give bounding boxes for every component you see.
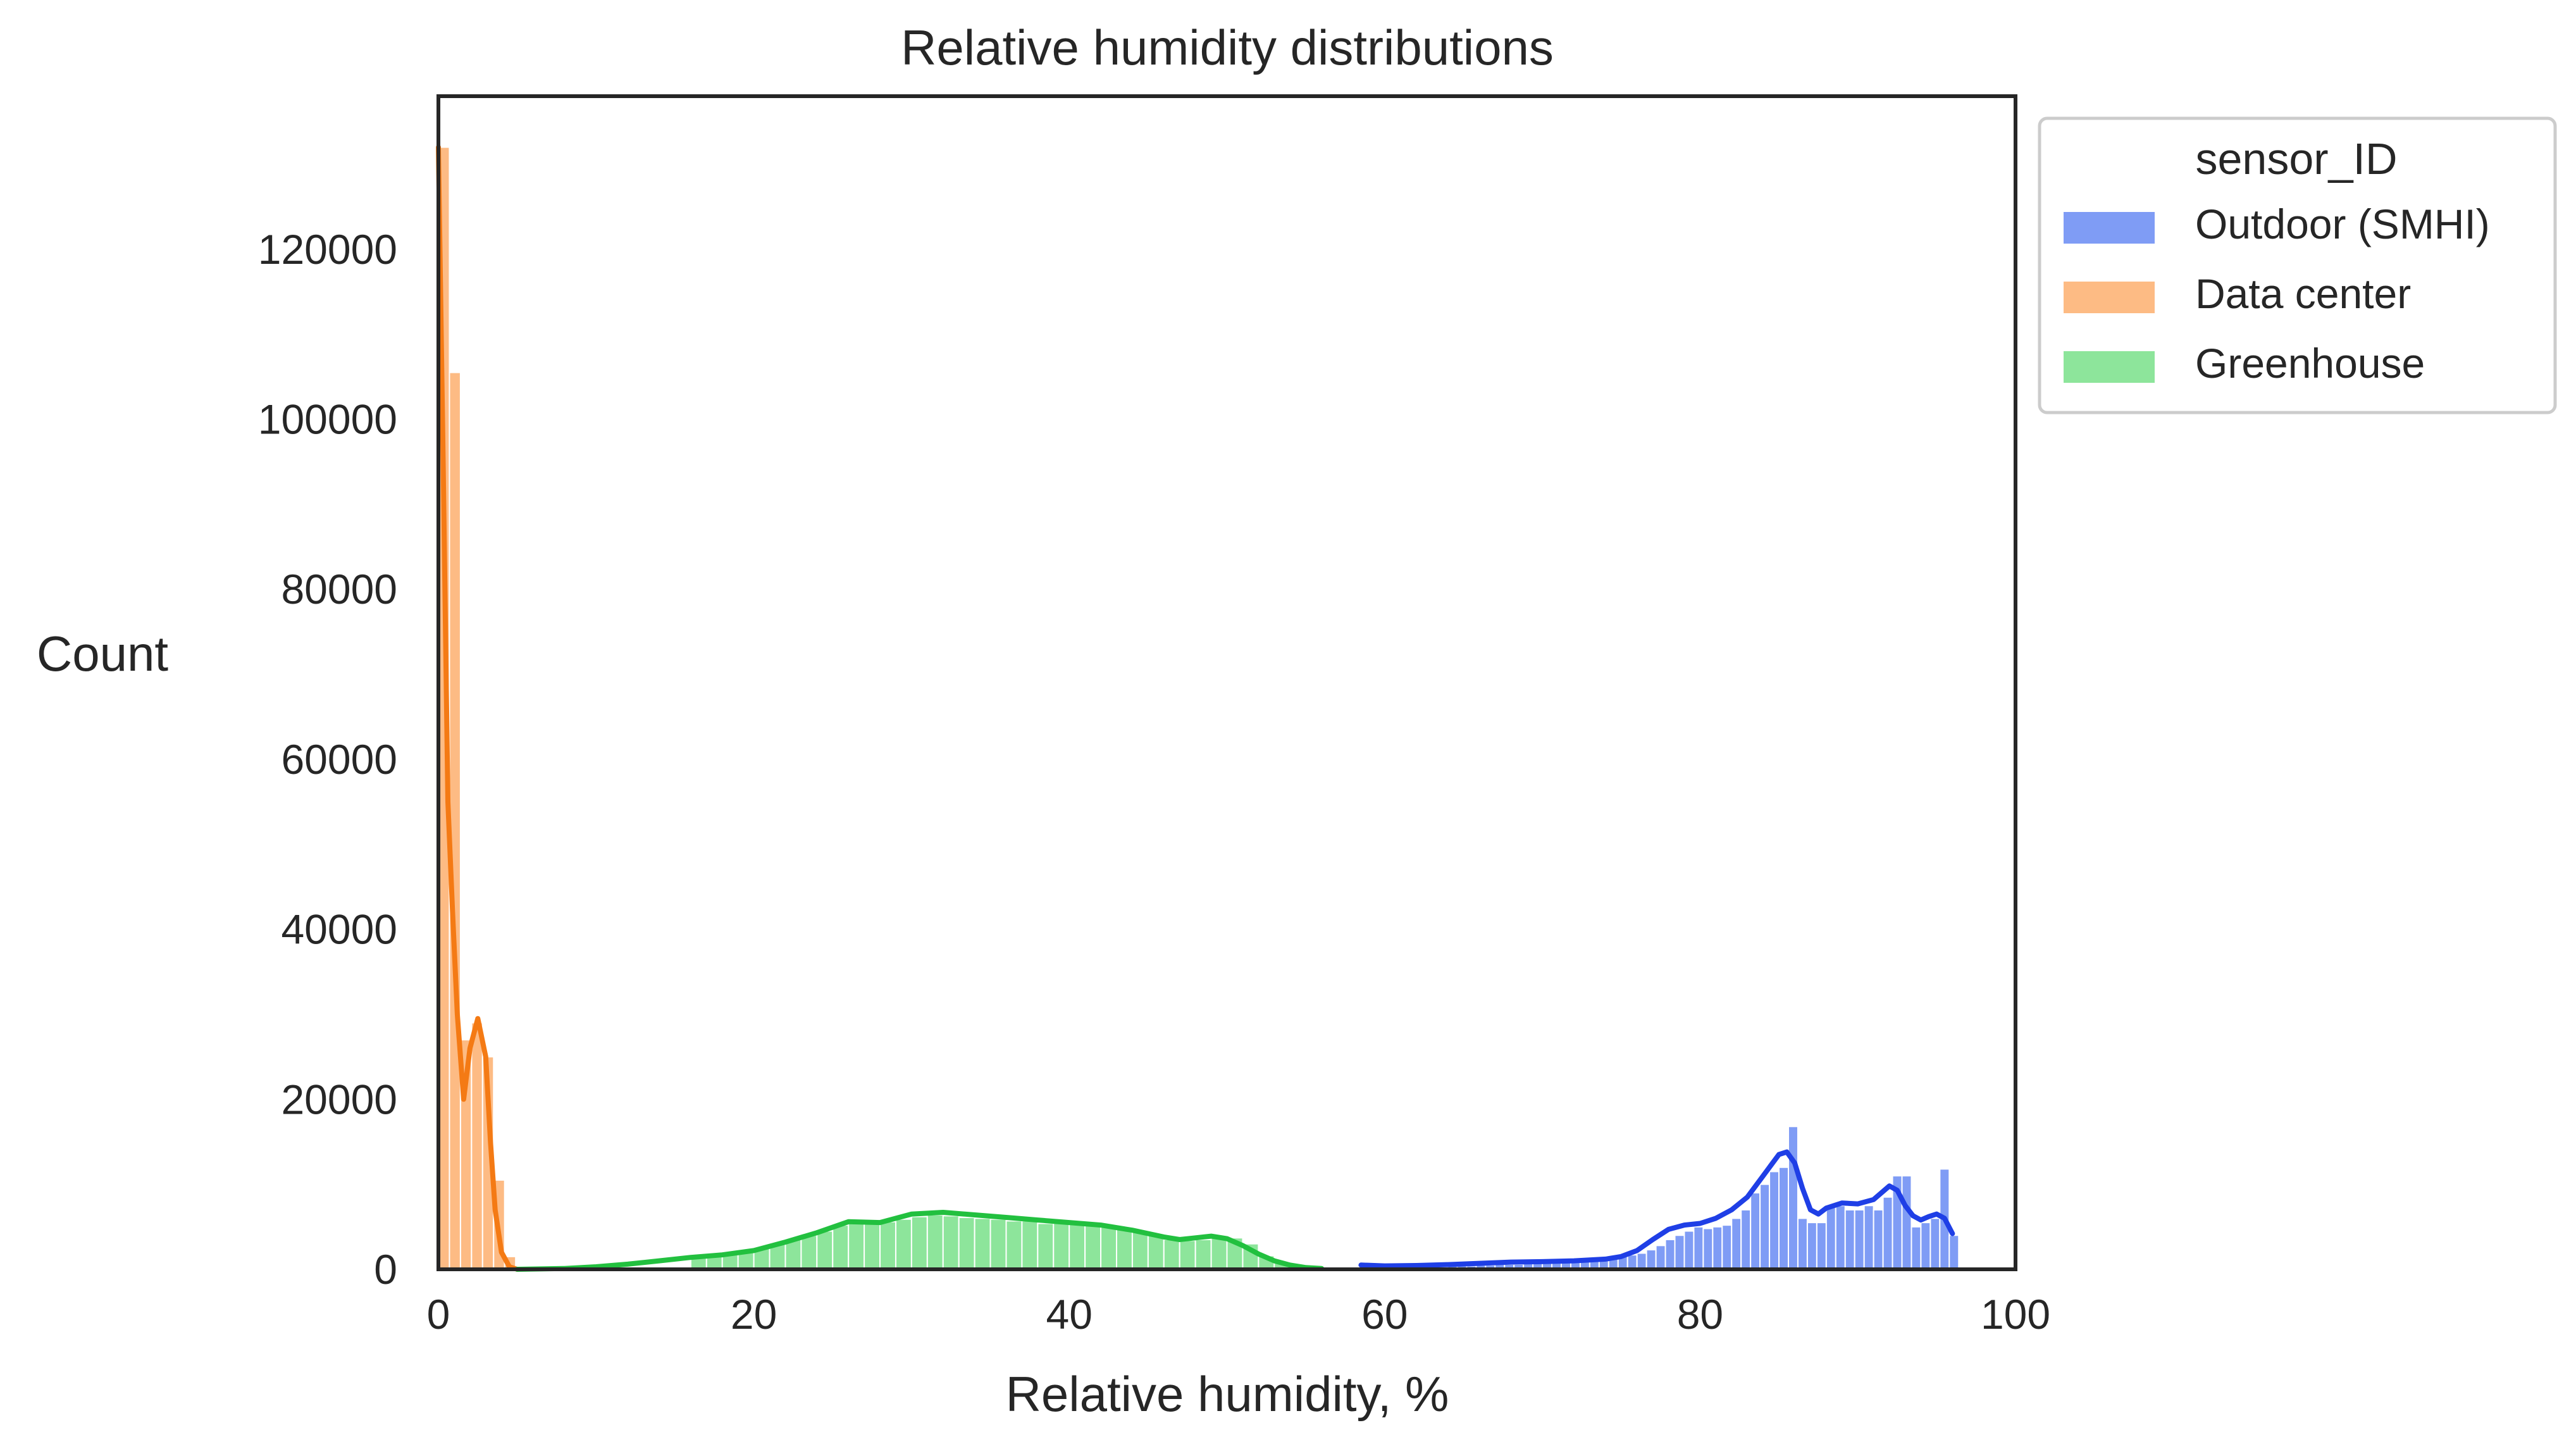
histogram-bar bbox=[879, 1221, 896, 1271]
x-tick-label: 100 bbox=[1981, 1291, 2050, 1338]
histogram-bar bbox=[1948, 1234, 1960, 1270]
bars-layer bbox=[438, 146, 1960, 1271]
outdoor-smhi-kde-line bbox=[1358, 1149, 1955, 1269]
histogram-bar bbox=[1194, 1238, 1212, 1271]
x-tick-label: 20 bbox=[731, 1291, 777, 1338]
histogram-bar bbox=[1920, 1222, 1931, 1270]
histogram-bar bbox=[989, 1218, 1007, 1270]
y-tick-label: 40000 bbox=[281, 906, 397, 953]
histogram-bar bbox=[1835, 1205, 1846, 1271]
histogram-bar bbox=[1863, 1205, 1874, 1271]
histogram-bar bbox=[895, 1218, 912, 1270]
histogram-bar bbox=[1084, 1224, 1102, 1271]
histogram-bar bbox=[942, 1215, 960, 1270]
histogram-bar bbox=[848, 1220, 865, 1271]
histogram-bar bbox=[1179, 1240, 1196, 1271]
histogram-bar bbox=[1053, 1222, 1070, 1270]
histogram-bar bbox=[1769, 1171, 1780, 1270]
legend-items: Outdoor (SMHI) Data center Greenhouse bbox=[2064, 201, 2490, 387]
histogram-bar bbox=[1929, 1217, 1941, 1271]
histogram-bar bbox=[1778, 1166, 1790, 1270]
histogram-bar bbox=[1147, 1234, 1165, 1270]
y-tick-label: 0 bbox=[374, 1246, 397, 1293]
legend-frame bbox=[2038, 116, 2557, 414]
histogram-bar bbox=[1816, 1222, 1827, 1270]
outdoor-smhi-bars bbox=[1361, 1126, 1960, 1271]
histogram-bar bbox=[1210, 1236, 1228, 1271]
legend-swatch bbox=[2064, 282, 2155, 313]
y-axis: 0 20000 40000 60000 80000 100000 120000 bbox=[258, 226, 397, 1293]
histogram-bar bbox=[1806, 1222, 1817, 1270]
histogram-bar bbox=[1740, 1209, 1752, 1271]
histogram-bar bbox=[471, 1022, 483, 1271]
data-center-kde-line bbox=[436, 144, 520, 1272]
y-tick-label: 100000 bbox=[258, 396, 397, 443]
histogram-bar bbox=[1626, 1254, 1638, 1271]
histogram-bar bbox=[1731, 1217, 1742, 1271]
y-tick-label: 80000 bbox=[281, 566, 397, 613]
chart-title: Relative humidity distributions bbox=[901, 20, 1554, 75]
histogram-bar bbox=[1788, 1126, 1799, 1270]
x-axis-label: Relative humidity, % bbox=[1006, 1366, 1449, 1422]
histogram-bar bbox=[1712, 1226, 1723, 1270]
legend-swatch bbox=[2064, 212, 2155, 244]
histogram-bar bbox=[1163, 1238, 1180, 1271]
legend: sensor_ID Outdoor (SMHI) Data center Green… bbox=[2038, 116, 2557, 414]
y-tick-label: 20000 bbox=[281, 1076, 397, 1123]
histogram-bar bbox=[926, 1214, 944, 1270]
histogram-bar bbox=[1901, 1175, 1912, 1271]
legend-title: sensor_ID bbox=[2195, 134, 2397, 183]
histogram-bar bbox=[1825, 1205, 1836, 1271]
histogram-bar bbox=[1882, 1196, 1893, 1270]
legend-swatch bbox=[2064, 351, 2155, 383]
histogram-bar bbox=[1068, 1223, 1086, 1270]
histogram-bar bbox=[1100, 1226, 1117, 1270]
histogram-bar bbox=[1655, 1245, 1666, 1270]
histogram-bar bbox=[1005, 1220, 1023, 1271]
legend-label: Greenhouse bbox=[2195, 340, 2425, 387]
x-tick-label: 40 bbox=[1046, 1291, 1092, 1338]
x-tick-label: 80 bbox=[1677, 1291, 1723, 1338]
legend-label: Data center bbox=[2195, 270, 2411, 317]
legend-label: Outdoor (SMHI) bbox=[2195, 201, 2490, 247]
histogram-bar bbox=[1693, 1226, 1704, 1270]
y-tick-label: 120000 bbox=[258, 226, 397, 273]
histogram-bar bbox=[1645, 1249, 1657, 1270]
histogram-bar bbox=[864, 1219, 881, 1270]
data-center-bars bbox=[438, 146, 517, 1271]
histogram-bar bbox=[1702, 1228, 1714, 1271]
y-axis-label: Count bbox=[37, 626, 168, 681]
plot-frame bbox=[437, 94, 2017, 1271]
x-tick-label: 60 bbox=[1361, 1291, 1408, 1338]
histogram-bar bbox=[784, 1238, 802, 1271]
histogram-bar bbox=[974, 1217, 991, 1271]
x-axis: 0 20 40 60 80 100 bbox=[427, 1291, 2050, 1338]
histogram-bar bbox=[832, 1224, 850, 1271]
histogram-bar bbox=[1910, 1226, 1922, 1270]
histogram-bar bbox=[1873, 1209, 1884, 1271]
histogram-bar bbox=[1683, 1230, 1695, 1270]
histogram-bar bbox=[1797, 1217, 1808, 1271]
histogram-bar bbox=[958, 1217, 975, 1271]
histogram-bar bbox=[800, 1234, 818, 1270]
kde-layer bbox=[436, 144, 1955, 1272]
histogram-bar bbox=[1759, 1183, 1771, 1271]
histogram-bar bbox=[816, 1230, 834, 1270]
histogram-bar bbox=[1674, 1234, 1685, 1270]
y-tick-label: 60000 bbox=[281, 736, 397, 783]
histogram-bar bbox=[1721, 1224, 1733, 1271]
histogram-bar bbox=[1037, 1222, 1055, 1270]
histogram-bar bbox=[910, 1216, 928, 1270]
x-tick-label: 0 bbox=[427, 1291, 450, 1338]
histogram-bar bbox=[1021, 1220, 1039, 1271]
histogram-bar bbox=[1131, 1231, 1149, 1271]
histogram-bar bbox=[1115, 1228, 1133, 1271]
greenhouse-kde-line bbox=[514, 1210, 1325, 1272]
histogram-bar bbox=[1854, 1209, 1865, 1271]
histogram-bar bbox=[1844, 1209, 1855, 1271]
histogram-bar bbox=[1636, 1252, 1647, 1270]
histogram-bar bbox=[1750, 1192, 1761, 1270]
histogram-bar bbox=[1664, 1238, 1676, 1271]
